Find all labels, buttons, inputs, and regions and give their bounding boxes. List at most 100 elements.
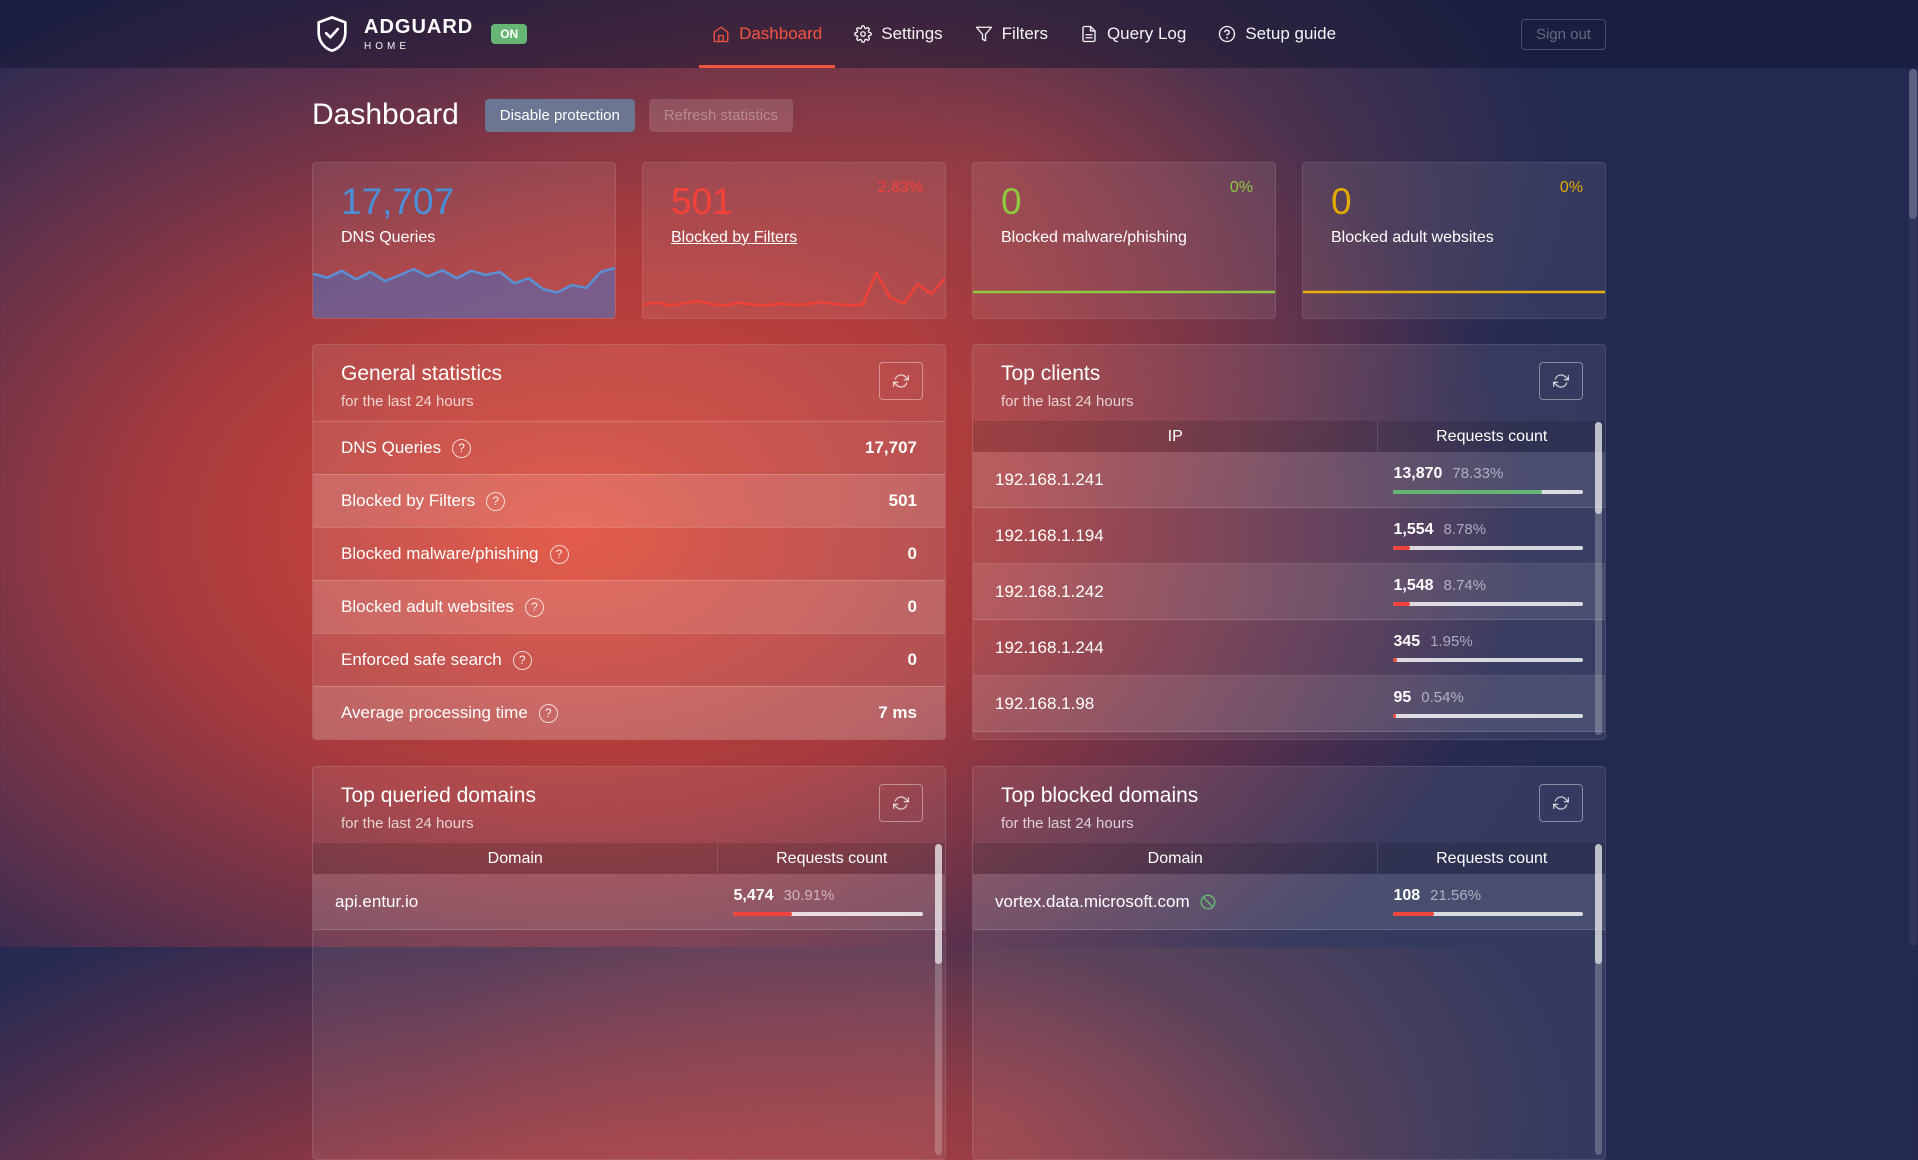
domain-name: api.entur.io xyxy=(313,892,717,912)
client-ip: 192.168.1.241 xyxy=(973,470,1377,490)
stat-value: 501 xyxy=(889,491,917,511)
help-icon[interactable] xyxy=(550,545,569,564)
blocked-by-filters-link[interactable]: Blocked by Filters xyxy=(671,229,917,247)
requests-progress-fill xyxy=(1393,546,1410,550)
panel-scrollbar-thumb[interactable] xyxy=(1595,422,1602,514)
table-row: Blocked malware/phishing 0 xyxy=(313,527,945,580)
stat-value: 17,707 xyxy=(865,438,917,458)
dns-queries-value: 17,707 xyxy=(341,183,615,222)
blocked-malware-card: 0% 0 Blocked malware/phishing xyxy=(972,162,1276,319)
dashboard-page: Dashboard Disable protection Refresh sta… xyxy=(312,68,1606,1160)
page-title: Dashboard xyxy=(312,98,459,132)
requests-count: 1,554 xyxy=(1393,521,1433,538)
protection-status-badge: ON xyxy=(491,24,527,44)
requests-count: 1,548 xyxy=(1393,577,1433,594)
help-icon[interactable] xyxy=(486,492,505,511)
top-blocked-domains-title: Top blocked domains xyxy=(1001,784,1198,808)
brand-subtitle: HOME xyxy=(364,41,473,52)
panel-scrollbar-thumb[interactable] xyxy=(935,844,942,964)
stat-label: Average processing time xyxy=(341,703,528,723)
column-header-ip: IP xyxy=(973,421,1377,452)
refresh-general-statistics-button[interactable] xyxy=(879,362,923,400)
nav-item-dashboard[interactable]: Dashboard xyxy=(699,0,835,68)
help-icon[interactable] xyxy=(525,598,544,617)
panel-scrollbar-thumb[interactable] xyxy=(1595,844,1602,964)
nav-label-filters: Filters xyxy=(1002,24,1048,44)
top-queried-domains-panel: Top queried domains for the last 24 hour… xyxy=(312,766,946,1160)
table-row: DNS Queries 17,707 xyxy=(313,421,945,474)
table-row: Average processing time 7 ms xyxy=(313,686,945,739)
client-ip: 192.168.1.244 xyxy=(973,638,1377,658)
panel-scrollbar-track xyxy=(935,844,942,1155)
requests-count: 13,870 xyxy=(1393,465,1442,482)
blocked-by-filters-sparkline xyxy=(643,266,945,318)
nav-label-setup-guide: Setup guide xyxy=(1245,24,1336,44)
funnel-icon xyxy=(975,25,993,43)
requests-progress-fill xyxy=(1393,490,1541,494)
file-text-icon xyxy=(1080,25,1098,43)
refresh-top-queried-domains-button[interactable] xyxy=(879,784,923,822)
requests-count: 95 xyxy=(1393,689,1411,706)
column-header-requests-count: Requests count xyxy=(1377,843,1605,874)
general-statistics-title: General statistics xyxy=(341,362,502,386)
requests-progress-bar xyxy=(733,912,923,916)
nav-item-query-log[interactable]: Query Log xyxy=(1067,0,1199,68)
adguard-home-logo[interactable]: ADGUARD HOME ON xyxy=(312,12,527,56)
panel-scrollbar-track xyxy=(1595,422,1602,735)
refresh-top-clients-button[interactable] xyxy=(1539,362,1583,400)
blocked-adult-sparkline xyxy=(1303,278,1605,318)
domain-name: vortex.data.microsoft.com xyxy=(995,892,1190,912)
requests-progress-bar xyxy=(1393,658,1583,662)
stat-value: 0 xyxy=(908,544,917,564)
requests-percent: 21.56% xyxy=(1430,887,1481,904)
client-ip: 192.168.1.194 xyxy=(973,526,1377,546)
nav-item-filters[interactable]: Filters xyxy=(962,0,1061,68)
requests-progress-bar xyxy=(1393,546,1583,550)
refresh-top-blocked-domains-button[interactable] xyxy=(1539,784,1583,822)
help-icon[interactable] xyxy=(452,439,471,458)
blocked-by-filters-card: 2.83% 501 Blocked by Filters xyxy=(642,162,946,319)
column-header-domain: Domain xyxy=(313,843,717,874)
stat-label: Blocked adult websites xyxy=(341,597,514,617)
disable-protection-button[interactable]: Disable protection xyxy=(485,99,635,132)
requests-progress-bar xyxy=(1393,912,1583,916)
nav-label-query-log: Query Log xyxy=(1107,24,1186,44)
client-ip: 192.168.1.98 xyxy=(973,694,1377,714)
column-header-requests-count: Requests count xyxy=(1377,421,1605,452)
requests-progress-fill xyxy=(733,912,792,916)
top-clients-header-row: IP Requests count xyxy=(973,421,1605,452)
nav-label-settings: Settings xyxy=(881,24,942,44)
requests-percent: 0.54% xyxy=(1421,689,1464,706)
refresh-icon xyxy=(1553,373,1569,389)
top-queried-domains-title: Top queried domains xyxy=(341,784,536,808)
help-icon[interactable] xyxy=(539,704,558,723)
page-scrollbar-thumb[interactable] xyxy=(1909,69,1917,219)
column-header-requests-count: Requests count xyxy=(717,843,945,874)
requests-percent: 30.91% xyxy=(784,887,835,904)
requests-progress-bar xyxy=(1393,714,1583,718)
dns-queries-sparkline xyxy=(313,260,615,318)
top-blocked-domains-subtitle: for the last 24 hours xyxy=(1001,815,1198,832)
main-nav: Dashboard Settings Filters xyxy=(699,0,1349,68)
requests-progress-fill xyxy=(1393,658,1397,662)
blocked-tracker-icon xyxy=(1199,893,1217,911)
top-navbar: ADGUARD HOME ON Dashboard xyxy=(0,0,1918,68)
nav-item-settings[interactable]: Settings xyxy=(841,0,955,68)
blocked-malware-sparkline xyxy=(973,278,1275,318)
refresh-icon xyxy=(893,795,909,811)
stat-label: DNS Queries xyxy=(341,438,441,458)
page-scrollbar-track xyxy=(1909,69,1917,946)
blocked-adult-label: Blocked adult websites xyxy=(1331,229,1577,247)
nav-item-setup-guide[interactable]: Setup guide xyxy=(1205,0,1349,68)
help-circle-icon xyxy=(1218,25,1236,43)
panel-scrollbar-track xyxy=(1595,844,1602,1155)
brand-name: ADGUARD xyxy=(364,17,473,37)
help-icon[interactable] xyxy=(513,651,532,670)
dns-queries-card: 17,707 DNS Queries xyxy=(312,162,616,319)
general-statistics-subtitle: for the last 24 hours xyxy=(341,393,502,410)
refresh-statistics-button[interactable]: Refresh statistics xyxy=(649,99,793,132)
sign-out-button[interactable]: Sign out xyxy=(1521,19,1606,50)
